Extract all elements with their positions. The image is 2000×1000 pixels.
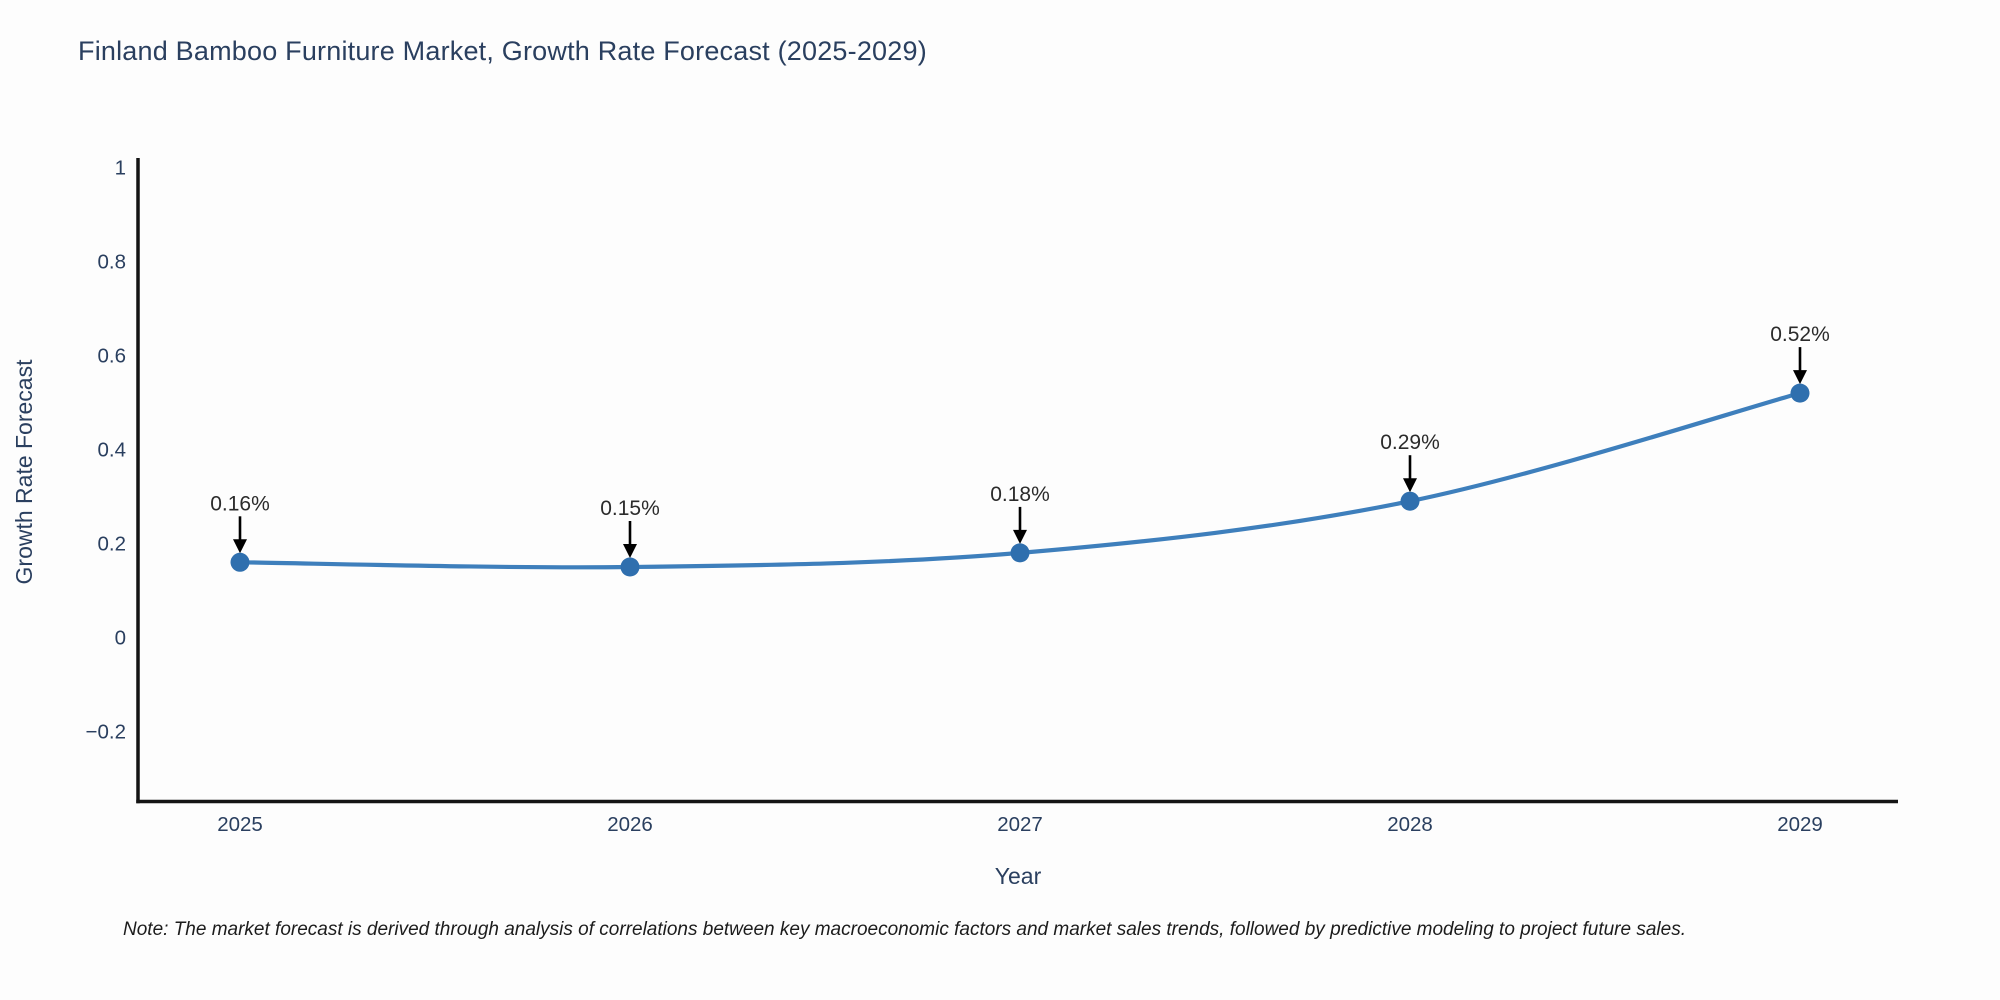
annotation-arrow-head (1013, 529, 1027, 544)
y-axis-title: Growth Rate Forecast (11, 359, 37, 585)
annotation-arrow-head (623, 544, 637, 558)
y-tick-label: 0.8 (98, 251, 127, 274)
annotation-arrow-head (1793, 370, 1807, 385)
point-value-label: 0.52% (1770, 323, 1830, 346)
x-tick-label: 2026 (607, 813, 653, 836)
y-tick-label: 0.2 (98, 533, 127, 556)
y-tick-label: 0.4 (98, 439, 127, 462)
x-tick-label: 2028 (1387, 813, 1433, 836)
x-tick-label: 2027 (997, 813, 1043, 836)
data-point-2026 (620, 557, 640, 577)
point-value-label: 0.18% (990, 483, 1050, 506)
y-tick-label: 1 (115, 157, 126, 180)
chart-title: Finland Bamboo Furniture Market, Growth … (78, 36, 927, 66)
data-point-2028 (1400, 491, 1420, 511)
annotation-arrow-head (1403, 478, 1417, 493)
annotation-arrow-head (233, 539, 247, 554)
point-value-label: 0.15% (600, 497, 660, 520)
x-tick-label: 2025 (217, 813, 263, 836)
x-tick-label: 2029 (1777, 813, 1823, 836)
y-tick-label: −0.2 (86, 721, 126, 744)
y-tick-label: 0.6 (98, 345, 127, 368)
y-tick-label: 0 (115, 627, 126, 650)
data-point-2025 (230, 552, 250, 572)
chart-footnote: Note: The market forecast is derived thr… (123, 919, 1686, 940)
data-point-2027 (1010, 543, 1030, 563)
data-point-2029 (1790, 383, 1810, 403)
x-axis-title: Year (995, 863, 1042, 889)
point-value-label: 0.29% (1380, 431, 1440, 454)
point-value-label: 0.16% (210, 492, 270, 515)
